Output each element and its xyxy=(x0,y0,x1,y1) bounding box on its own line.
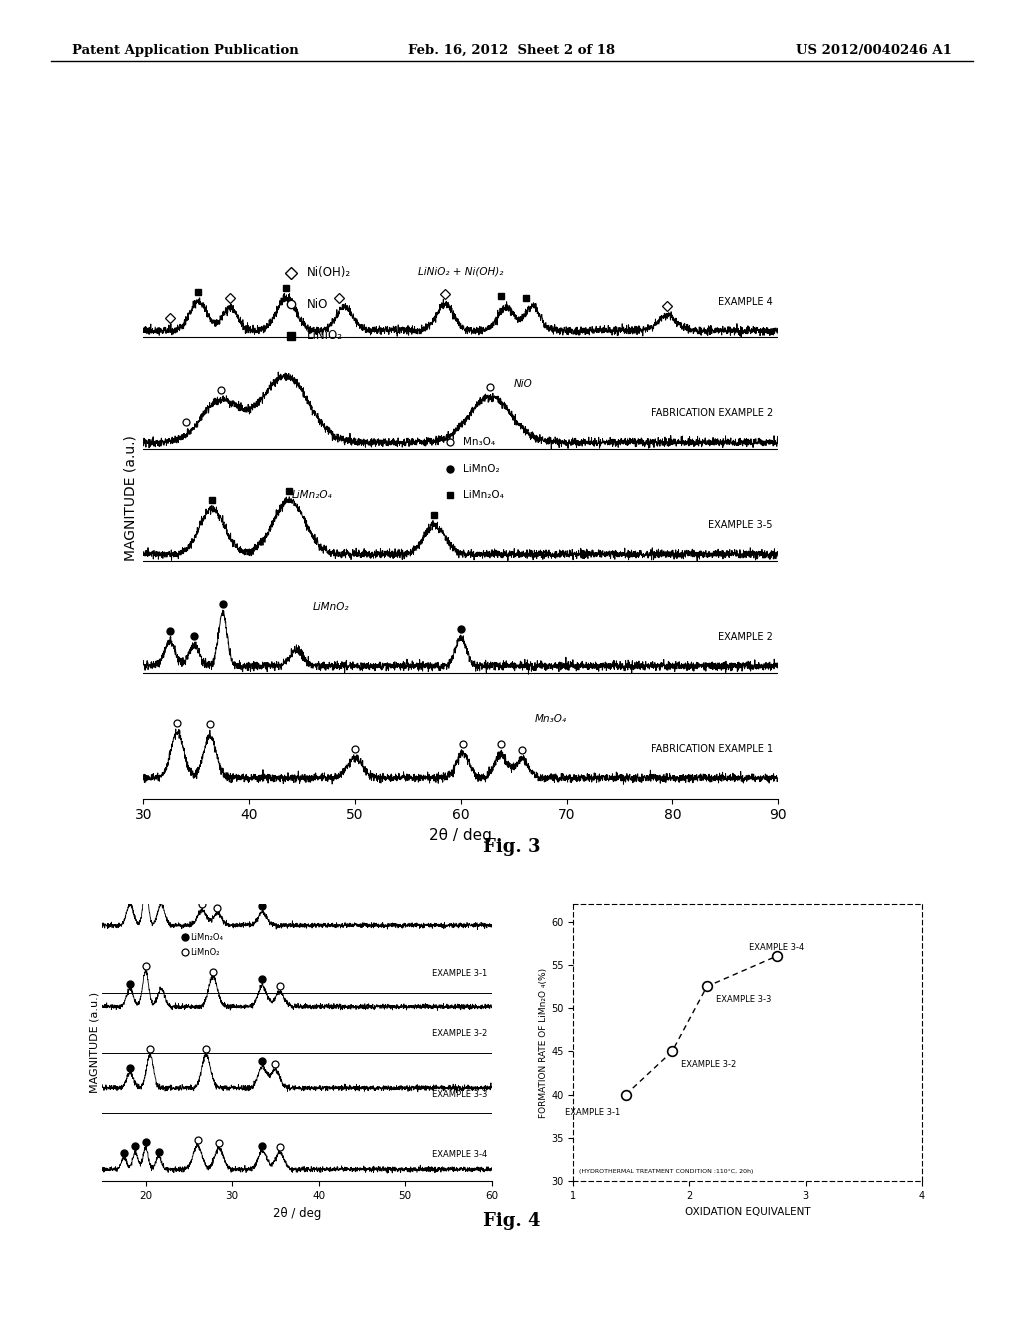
Text: LiMn₂O₄: LiMn₂O₄ xyxy=(292,490,332,500)
Y-axis label: FORMATION RATE OF LiMn₂O ₄(%): FORMATION RATE OF LiMn₂O ₄(%) xyxy=(540,968,549,1118)
Text: EXAMPLE 4: EXAMPLE 4 xyxy=(718,297,773,306)
Text: Patent Application Publication: Patent Application Publication xyxy=(72,44,298,57)
X-axis label: OXIDATION EQUIVALENT: OXIDATION EQUIVALENT xyxy=(685,1206,810,1217)
Text: FABRICATION EXAMPLE 1: FABRICATION EXAMPLE 1 xyxy=(651,744,773,754)
Text: LiNiO₂: LiNiO₂ xyxy=(307,329,343,342)
Text: FABRICATION EXAMPLE 2: FABRICATION EXAMPLE 2 xyxy=(650,408,773,418)
Text: LiMn₂O₄: LiMn₂O₄ xyxy=(190,933,223,942)
Text: EXAMPLE 3-4: EXAMPLE 3-4 xyxy=(749,942,804,952)
Text: (HYDROTHERMAL TREATMENT CONDITION :110°C, 20h): (HYDROTHERMAL TREATMENT CONDITION :110°C… xyxy=(580,1170,754,1175)
X-axis label: 2θ / deg: 2θ / deg xyxy=(272,1206,322,1220)
Text: EXAMPLE 3-1: EXAMPLE 3-1 xyxy=(564,1107,620,1117)
Text: Mn₃O₄: Mn₃O₄ xyxy=(463,437,495,447)
Text: LiNiO₂ + Ni(OH)₂: LiNiO₂ + Ni(OH)₂ xyxy=(419,267,504,277)
Text: EXAMPLE 3-3: EXAMPLE 3-3 xyxy=(716,995,771,1005)
Y-axis label: MAGNITUDE (a.u.): MAGNITUDE (a.u.) xyxy=(124,436,138,561)
Text: LiMnO₂: LiMnO₂ xyxy=(463,463,500,474)
Text: LiMn₂O₄: LiMn₂O₄ xyxy=(463,491,504,500)
Text: LiMnO₂: LiMnO₂ xyxy=(312,602,349,612)
X-axis label: 2θ / deg: 2θ / deg xyxy=(429,828,493,843)
Text: Ni(OH)₂: Ni(OH)₂ xyxy=(307,267,351,279)
Text: US 2012/0040246 A1: US 2012/0040246 A1 xyxy=(797,44,952,57)
Text: EXAMPLE 3-4: EXAMPLE 3-4 xyxy=(432,1150,487,1159)
Text: Mn₃O₄: Mn₃O₄ xyxy=(535,714,567,725)
Text: NiO: NiO xyxy=(307,297,329,310)
Text: EXAMPLE 3-1: EXAMPLE 3-1 xyxy=(432,969,487,978)
Text: Fig. 4: Fig. 4 xyxy=(483,1212,541,1230)
Text: Feb. 16, 2012  Sheet 2 of 18: Feb. 16, 2012 Sheet 2 of 18 xyxy=(409,44,615,57)
Text: EXAMPLE 3-2: EXAMPLE 3-2 xyxy=(681,1060,736,1069)
Text: EXAMPLE 3-2: EXAMPLE 3-2 xyxy=(432,1030,487,1039)
Text: NiO: NiO xyxy=(514,379,532,388)
Y-axis label: MAGNITUDE (a.u.): MAGNITUDE (a.u.) xyxy=(90,993,99,1093)
Text: EXAMPLE 2: EXAMPLE 2 xyxy=(718,632,773,642)
Text: Fig. 3: Fig. 3 xyxy=(483,838,541,857)
Text: EXAMPLE 3-3: EXAMPLE 3-3 xyxy=(432,1089,487,1098)
Text: EXAMPLE 3-5: EXAMPLE 3-5 xyxy=(709,520,773,531)
Text: LiMnO₂: LiMnO₂ xyxy=(190,948,220,957)
